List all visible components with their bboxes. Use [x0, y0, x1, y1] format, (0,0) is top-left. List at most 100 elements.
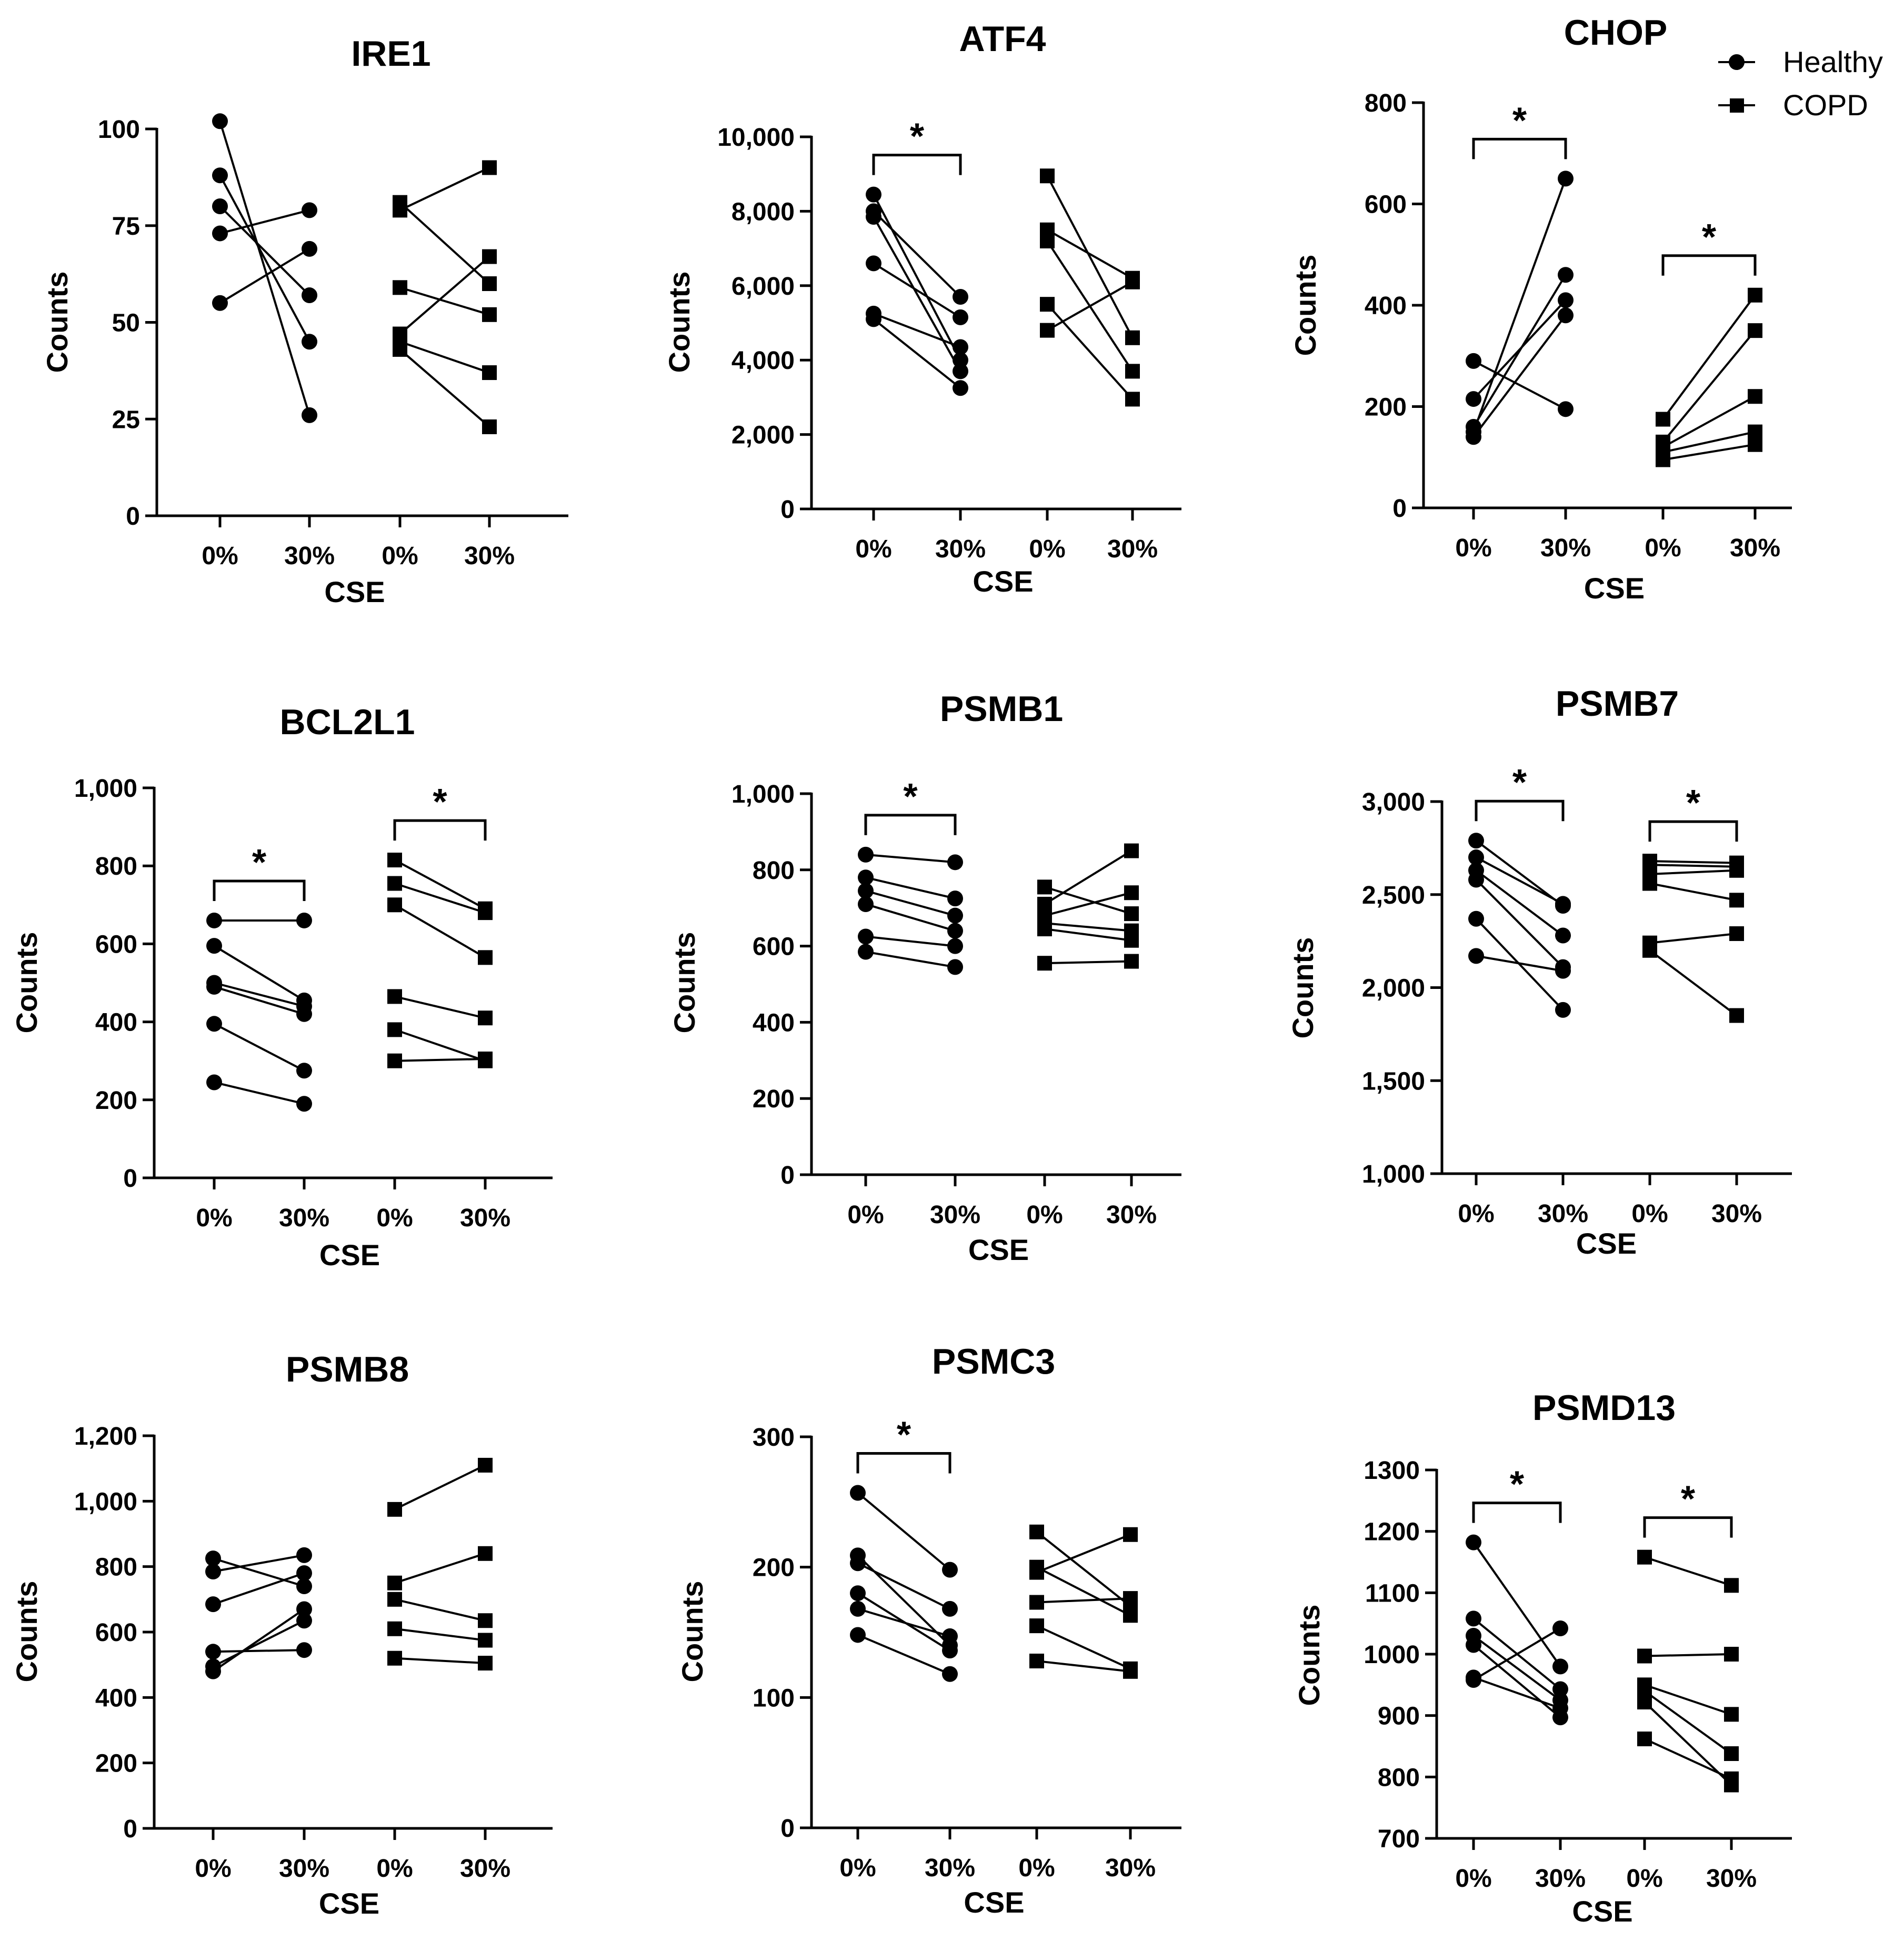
pair-line — [399, 256, 490, 335]
data-point-copd — [387, 1053, 402, 1068]
y-tick-label: 1,000 — [731, 781, 795, 808]
data-point-copd — [1123, 1527, 1138, 1542]
pair-line — [1476, 856, 1564, 905]
data-point-copd — [1724, 1578, 1739, 1593]
data-point-copd — [1637, 1549, 1652, 1565]
x-tick-label: 0% — [1645, 534, 1681, 562]
pair-line — [1662, 294, 1756, 420]
y-tick-label: 600 — [753, 933, 795, 961]
data-point-copd — [387, 1575, 402, 1590]
significance-star: * — [910, 116, 925, 157]
significance-bracket — [856, 1452, 951, 1474]
pair-line — [1036, 1625, 1131, 1670]
pair-line — [1649, 882, 1737, 902]
chart-title: BCL2L1 — [280, 702, 415, 742]
significance-bracket — [1643, 1516, 1733, 1538]
pair-line — [873, 318, 961, 389]
pair-line — [212, 1608, 305, 1673]
pair-line — [213, 1619, 305, 1668]
pair-line — [394, 1464, 486, 1510]
significance-bracket — [1472, 137, 1567, 159]
x-tick-label: 0% — [376, 1855, 413, 1883]
significance-star: * — [1512, 99, 1527, 141]
data-point-healthy — [1552, 1681, 1568, 1697]
y-tick-label: 0 — [780, 496, 795, 524]
x-tick-label: 0% — [376, 1204, 413, 1232]
data-point-healthy — [1552, 1620, 1568, 1636]
data-point-healthy — [858, 928, 874, 945]
pair-line — [873, 262, 961, 318]
x-tick-label: 0% — [847, 1201, 884, 1229]
y-tick-label: 1,200 — [74, 1423, 137, 1450]
data-point-healthy — [1555, 963, 1571, 979]
x-tick-label: 0% — [1026, 1201, 1063, 1229]
pair-line — [1649, 860, 1737, 864]
y-tick-label: 10,000 — [717, 124, 795, 152]
data-point-healthy — [947, 959, 963, 975]
data-point-healthy — [206, 978, 222, 995]
pair-line — [399, 166, 490, 212]
pair-line — [1046, 175, 1134, 338]
chart-title: ATF4 — [959, 19, 1046, 59]
pair-line — [1649, 949, 1738, 1017]
pair-line — [1472, 1635, 1561, 1702]
data-point-healthy — [296, 1006, 312, 1022]
x-axis-label: CSE — [1584, 572, 1645, 605]
data-point-copd — [478, 1656, 493, 1671]
legend: Healthy COPD — [1718, 45, 1883, 122]
data-point-healthy — [296, 1601, 312, 1617]
pair-line — [873, 216, 961, 372]
data-point-copd — [1637, 1732, 1652, 1746]
pair-line — [219, 175, 310, 343]
data-point-copd — [1125, 330, 1140, 345]
data-point-copd — [1040, 168, 1055, 184]
pair-line — [1644, 1653, 1732, 1657]
y-tick-label: 4,000 — [731, 347, 795, 375]
data-point-copd — [1040, 297, 1055, 312]
y-tick-label: 200 — [1365, 394, 1407, 422]
data-point-copd — [1040, 323, 1055, 338]
significance-star: * — [1686, 782, 1701, 823]
data-point-healthy — [1466, 1672, 1481, 1688]
x-tick-label: 0% — [1458, 1200, 1494, 1228]
y-axis-label: Counts — [1292, 1605, 1326, 1706]
data-point-healthy — [1555, 896, 1571, 912]
pair-line — [865, 951, 956, 968]
x-tick-label: 0% — [1631, 1200, 1668, 1228]
y-tick-label: 25 — [112, 406, 140, 434]
y-tick-label: 6,000 — [731, 273, 795, 301]
panel-psmb8: PSMB8 0 200 400 600 800 1,000 1,200 0% 30% 0% 30% CS… — [10, 1349, 553, 1920]
data-point-healthy — [1555, 927, 1571, 944]
y-tick-label: 400 — [95, 1684, 137, 1712]
pair-line — [394, 1627, 486, 1642]
data-point-copd — [482, 249, 497, 264]
data-point-healthy — [850, 1600, 866, 1617]
pair-line — [1644, 1690, 1732, 1755]
data-point-healthy — [296, 1613, 312, 1629]
data-point-copd — [478, 1457, 493, 1473]
pair-line — [1472, 1542, 1561, 1667]
pair-line — [394, 904, 486, 959]
data-point-copd — [482, 307, 497, 322]
pair-line — [1036, 1566, 1131, 1617]
pair-line — [213, 945, 305, 1002]
data-point-healthy — [212, 295, 228, 311]
y-tick-label: 800 — [95, 853, 137, 881]
x-tick-label: 30% — [1540, 534, 1591, 562]
x-tick-label: 0% — [839, 1854, 876, 1882]
data-point-copd — [393, 342, 407, 357]
x-tick-label: 30% — [464, 542, 515, 570]
pair-line — [399, 348, 490, 428]
pair-line — [1649, 864, 1737, 868]
y-tick-label: 2,000 — [1362, 975, 1425, 1003]
y-tick-label: 600 — [95, 931, 137, 958]
data-point-healthy — [1468, 872, 1484, 888]
data-point-healthy — [942, 1562, 958, 1578]
data-point-copd — [1124, 933, 1139, 948]
y-tick-label: 1,500 — [1362, 1067, 1425, 1095]
pair-line — [219, 248, 310, 304]
data-point-healthy — [296, 912, 312, 928]
data-point-healthy — [953, 289, 968, 305]
x-axis-label: CSE — [319, 1238, 380, 1272]
data-point-healthy — [206, 912, 222, 928]
